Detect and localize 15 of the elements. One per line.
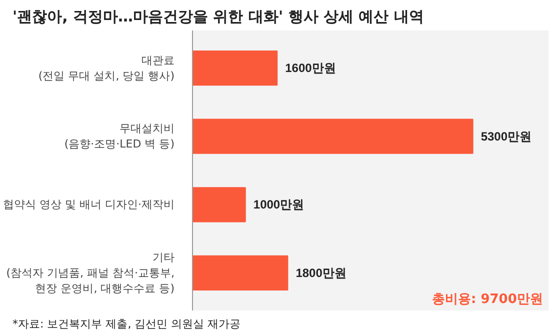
annotation: 총비용: 9700만원 — [432, 292, 543, 308]
data-label: 1000만원 — [253, 198, 304, 212]
bar — [192, 118, 474, 154]
y-tick-label: 협약식 영상 및 배너 디자인·제작비 — [3, 198, 174, 212]
bar — [192, 255, 288, 291]
data-label: 1800만원 — [296, 266, 346, 280]
y-tick-label: 무대설치비 (음향·조명·LED 벽 등) — [64, 122, 175, 151]
bar — [192, 50, 278, 86]
y-tick-label: 대관료 (전일 무대 설치, 당일 행사) — [38, 54, 175, 82]
data-label: 1600만원 — [285, 61, 336, 76]
y-tick-label: 기타 (참석자 기념품, 패널 참석·교통부, 현장 운영비, 대행수수료 등) — [6, 250, 175, 296]
chart-title: '괜찮아, 걱정마…마음건강을 위한 대화' 행사 상세 예산 내역 — [12, 8, 424, 26]
bar — [192, 187, 246, 222]
data-label: 5300만원 — [480, 129, 532, 144]
text: *자료: 보건복지부 제출, 김선민 의원실 재가공 — [12, 318, 241, 330]
